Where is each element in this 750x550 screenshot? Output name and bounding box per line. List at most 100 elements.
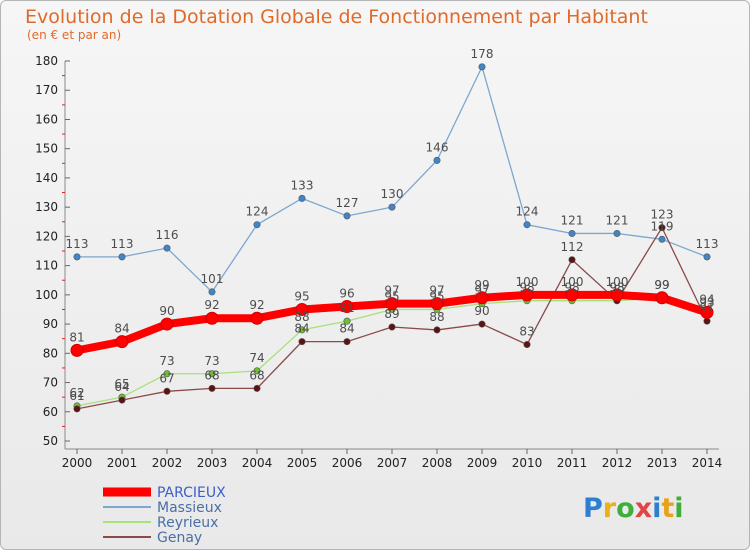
data-label-reyrieux: 98	[609, 281, 624, 295]
x-tick-label: 2002	[152, 456, 183, 470]
data-point-genay	[658, 224, 666, 232]
data-point-massieux	[298, 194, 306, 202]
data-point-reyrieux	[163, 370, 171, 378]
data-point-massieux	[658, 235, 666, 243]
y-tick-label: 50	[43, 434, 58, 448]
data-label-reyrieux: 95	[384, 289, 399, 303]
data-label-massieux: 127	[336, 196, 359, 210]
x-tick-label: 2001	[107, 456, 138, 470]
data-label-reyrieux: 98	[564, 281, 579, 295]
data-point-massieux	[703, 253, 711, 261]
data-point-genay	[343, 338, 351, 346]
chart-title: Evolution de la Dotation Globale de Fonc…	[25, 6, 648, 28]
x-tick-label: 2003	[197, 456, 228, 470]
legend-label-parcieux: PARCIEUX	[157, 485, 226, 501]
y-tick-label: 100	[35, 288, 58, 302]
x-tick-label: 2014	[692, 456, 723, 470]
data-point-parcieux	[475, 291, 489, 305]
data-point-parcieux	[340, 300, 354, 314]
data-label-genay: 88	[429, 310, 444, 324]
data-label-reyrieux: 95	[429, 289, 444, 303]
y-tick-label: 140	[35, 171, 58, 185]
data-point-massieux	[118, 253, 126, 261]
data-label-genay: 90	[474, 304, 489, 318]
data-point-genay	[523, 341, 531, 349]
data-point-massieux	[478, 63, 486, 71]
data-label-reyrieux: 62	[69, 386, 84, 400]
data-point-parcieux	[250, 311, 264, 325]
data-label-massieux: 178	[471, 47, 494, 61]
data-point-reyrieux	[253, 367, 261, 375]
y-tick-label: 130	[35, 200, 58, 214]
y-tick-label: 120	[35, 229, 58, 243]
data-label-reyrieux: 99	[654, 278, 669, 292]
data-label-reyrieux: 73	[159, 354, 174, 368]
data-label-genay: 61	[69, 389, 84, 403]
data-point-genay	[163, 387, 171, 395]
logo-text: Proxiti	[583, 493, 684, 524]
data-point-parcieux	[385, 297, 399, 311]
data-label-massieux: 101	[201, 272, 224, 286]
data-point-parcieux	[655, 291, 669, 305]
x-tick-label: 2009	[467, 456, 498, 470]
series-line-massieux	[76, 66, 708, 293]
data-label-genay: 91	[699, 301, 714, 315]
data-label-massieux: 121	[606, 213, 629, 227]
data-label-reyrieux: 98	[519, 281, 534, 295]
data-point-genay	[388, 323, 396, 331]
plot-area: 50 60 70 80 90 100 110 120 130 140 150 160 170 180 200…	[35, 47, 722, 470]
data-point-genay	[73, 405, 81, 413]
data-label-genay: 83	[519, 325, 534, 339]
data-label-genay: 89	[384, 307, 399, 321]
y-tick-label: 110	[35, 259, 58, 273]
data-label-massieux: 146	[426, 140, 449, 154]
y-tick-label: 60	[43, 405, 58, 419]
data-point-genay	[253, 384, 261, 392]
data-label-reyrieux: 93	[699, 295, 714, 309]
y-tick-label: 170	[35, 83, 58, 97]
legend-label-reyrieux: Reyrieux	[157, 515, 218, 531]
data-label-massieux: 113	[66, 237, 89, 251]
data-label-massieux: 113	[696, 237, 719, 251]
data-label-massieux: 113	[111, 237, 134, 251]
y-tick-label: 150	[35, 142, 58, 156]
data-label-genay: 84	[294, 322, 309, 336]
data-point-reyrieux	[298, 326, 306, 334]
data-point-reyrieux	[208, 370, 216, 378]
data-point-massieux	[73, 253, 81, 261]
chart-subtitle: (en € et par an)	[27, 28, 121, 42]
data-point-reyrieux	[343, 317, 351, 325]
data-label-massieux: 130	[381, 187, 404, 201]
data-label-parcieux: 84	[114, 322, 129, 336]
data-point-genay	[298, 338, 306, 346]
data-label-reyrieux: 97	[474, 284, 489, 298]
data-point-massieux	[253, 221, 261, 229]
data-point-genay	[568, 256, 576, 264]
data-point-genay	[118, 396, 126, 404]
data-label-massieux: 116	[156, 228, 179, 242]
y-tick-label: 80	[43, 346, 58, 360]
data-label-massieux: 124	[246, 205, 269, 219]
data-point-parcieux	[430, 297, 444, 311]
y-tick-label: 70	[43, 376, 58, 390]
x-tick-label: 2008	[422, 456, 453, 470]
data-label-parcieux: 100	[561, 275, 584, 289]
data-label-genay: 123	[651, 208, 674, 222]
data-label-genay: 112	[561, 240, 584, 254]
x-tick-label: 2000	[62, 456, 93, 470]
data-point-massieux	[208, 288, 216, 296]
data-label-genay: 68	[249, 368, 264, 382]
x-tick-label: 2007	[377, 456, 408, 470]
proxiti-logo: Proxiti	[583, 493, 684, 524]
data-label-parcieux: 99	[474, 278, 489, 292]
data-label-parcieux: 97	[384, 284, 399, 298]
data-label-parcieux: 94	[699, 292, 714, 306]
data-label-massieux: 124	[516, 205, 539, 219]
data-point-parcieux	[520, 288, 534, 302]
data-point-massieux	[568, 229, 576, 237]
data-label-massieux: 119	[651, 219, 674, 233]
data-point-genay	[433, 326, 441, 334]
